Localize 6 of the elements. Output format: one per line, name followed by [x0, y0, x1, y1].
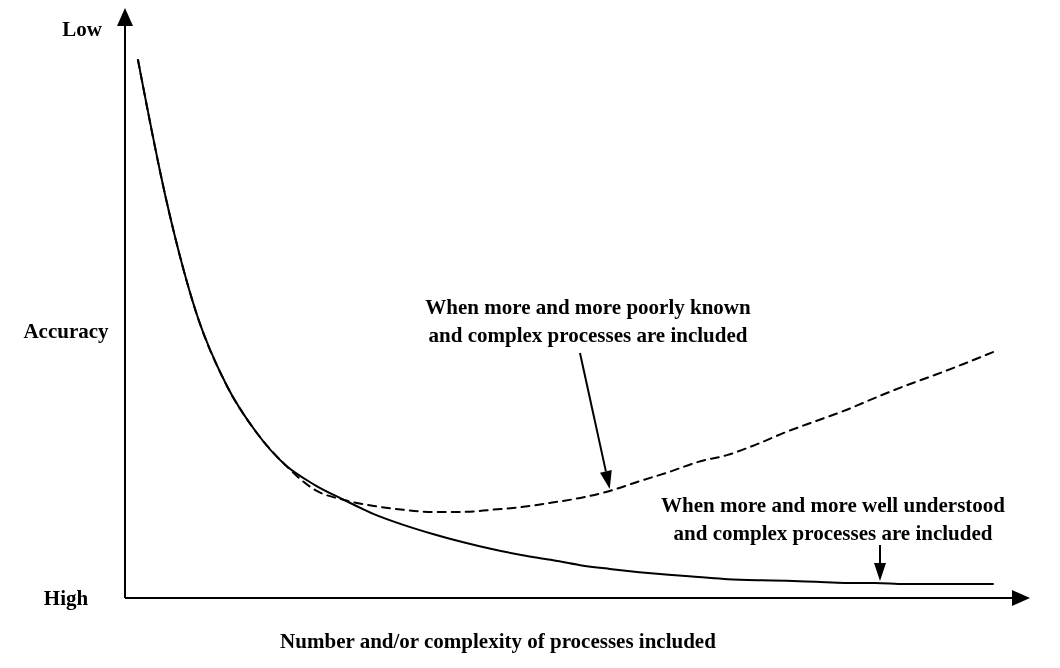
- x-axis-title: Number and/or complexity of processes included: [280, 629, 717, 653]
- text: Low: [62, 17, 103, 41]
- annotation: When more and more well understood and complex processes are included: [661, 493, 1006, 545]
- annotation: When more and more poorly known and complex processes are included: [425, 295, 751, 347]
- y-axis-title: Accuracy: [23, 319, 110, 343]
- text: High: [43, 586, 89, 610]
